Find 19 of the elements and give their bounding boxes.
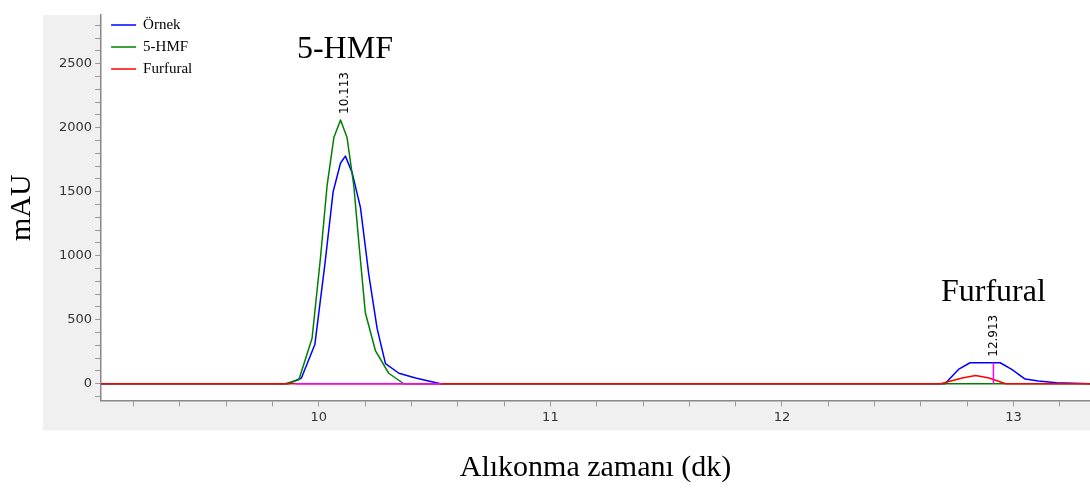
x-tick-label: 12 (773, 408, 791, 424)
y-tick-label: 2000 (58, 119, 93, 135)
annotation: 10.113 (337, 71, 352, 114)
annotation: 5-HMF (296, 29, 393, 66)
annotation: 12.913 (985, 314, 1000, 357)
y-tick-label: 500 (67, 311, 93, 327)
y-tick-label: 1500 (58, 183, 93, 199)
y-tick-label: 0 (83, 375, 93, 391)
x-tick-label: 10 (310, 408, 328, 424)
x-tick-label: 13 (1005, 408, 1022, 424)
y-tick-label: 1000 (58, 247, 93, 263)
legend-label: Furfural (143, 59, 193, 76)
legend-label: 5-HMF (143, 37, 189, 54)
legend-label: Örnek (143, 15, 182, 32)
annotation: Furfural (940, 272, 1046, 309)
y-tick-label: 2500 (58, 55, 93, 71)
y-axis-title: mAU (2, 174, 36, 242)
x-tick-label: 11 (542, 408, 559, 424)
x-axis-title: Alıkonma zamanı (dk) (459, 448, 732, 483)
